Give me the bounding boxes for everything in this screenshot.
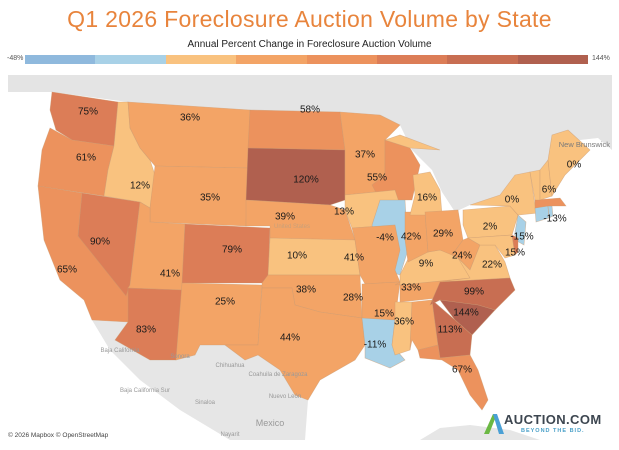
map-attribution[interactable]: © 2026 Mapbox © OpenStreetMap: [8, 432, 109, 439]
state-value-label-sd: 120%: [293, 175, 319, 186]
state-ma[interactable]: [534, 197, 567, 209]
state-value-label-ga: 113%: [438, 325, 463, 336]
basemap-label-coahuila: Coahuila de Zaragoza: [248, 372, 308, 378]
state-wy[interactable]: [149, 165, 249, 227]
state-value-label-sc: 144%: [453, 308, 479, 319]
state-value-label-nv: 90%: [90, 237, 110, 248]
state-value-label-vt: 6%: [542, 185, 557, 196]
state-value-label-md: 15%: [505, 248, 525, 259]
auction-com-logo: AUCTION.COM BEYOND THE BID.: [484, 410, 609, 440]
state-me[interactable]: [547, 129, 591, 197]
state-value-label-ca: 65%: [57, 265, 77, 276]
state-value-label-wi: 55%: [367, 173, 387, 184]
state-value-label-tx: 44%: [280, 333, 300, 344]
state-value-label-ks: 10%: [287, 251, 307, 262]
logo-mark-icon: [484, 414, 504, 434]
basemap-label-sinaloa: Sinaloa: [195, 400, 216, 406]
basemap-label-us: United States: [274, 224, 310, 230]
state-value-label-in: 42%: [401, 232, 421, 243]
state-value-label-me: 0%: [567, 160, 582, 171]
state-value-label-id: 12%: [130, 181, 150, 192]
state-value-label-ne: 39%: [275, 212, 295, 223]
legend-bin-1: [95, 55, 166, 64]
basemap-label-nayarit: Nayarit: [220, 432, 239, 438]
state-value-label-oh: 29%: [433, 229, 453, 240]
canada-landmass: [8, 75, 612, 212]
state-value-label-ia: 13%: [334, 207, 354, 218]
state-nj[interactable]: [514, 214, 527, 246]
basemap-label-mexico: Mexico: [256, 418, 285, 428]
state-value-label-ar: 28%: [343, 293, 363, 304]
state-mi[interactable]: [384, 134, 441, 151]
state-fl[interactable]: [417, 344, 489, 411]
legend-bin-0: [25, 55, 96, 64]
state-value-label-or: 61%: [76, 153, 96, 164]
state-nd[interactable]: [247, 109, 346, 151]
color-legend: [25, 55, 588, 64]
state-sd[interactable]: [245, 147, 346, 206]
mexico-landmass: [92, 320, 308, 440]
state-value-label-pa: 2%: [483, 222, 498, 233]
basemap-label-bcs: Baja California Sur: [120, 388, 170, 394]
legend-bin-5: [376, 55, 448, 64]
logo-tagline: BEYOND THE BID.: [521, 428, 585, 434]
basemap-label-chihuahua: Chihuahua: [215, 363, 245, 369]
basemap-label-sonora: Sonora: [170, 354, 190, 360]
basemap-label-nuevo-leon: Nuevo León: [269, 394, 301, 400]
state-value-label-ok: 38%: [296, 285, 316, 296]
state-value-label-tn: 33%: [401, 283, 421, 294]
legend-title: Annual Percent Change in Foreclosure Auc…: [187, 39, 432, 50]
state-value-label-va: 22%: [482, 260, 502, 271]
legend-min-label: -48%: [7, 55, 24, 62]
legend-max-label: 144%: [592, 55, 610, 62]
state-value-label-wa: 75%: [78, 107, 98, 118]
state-value-label-nd: 58%: [300, 105, 320, 116]
state-value-label-ny: 0%: [505, 195, 520, 206]
state-ms[interactable]: [391, 301, 413, 356]
legend-bin-3: [236, 55, 307, 64]
state-value-label-ky: 9%: [419, 259, 434, 270]
state-value-label-ut: 41%: [160, 269, 180, 280]
state-value-label-mi: 16%: [417, 193, 437, 204]
state-de[interactable]: [511, 234, 519, 256]
state-sc[interactable]: [439, 299, 496, 336]
state-value-label-fl: 67%: [452, 365, 472, 376]
state-value-label-la: -11%: [364, 340, 387, 351]
legend-bin-7: [517, 55, 588, 64]
state-value-label-az: 83%: [136, 325, 156, 336]
legend-bin-2: [165, 55, 237, 64]
cuba-landmass: [420, 425, 540, 440]
state-value-label-nm: 25%: [215, 297, 235, 308]
state-value-label-nj: -15%: [510, 232, 533, 243]
state-value-label-il: -4%: [376, 233, 394, 244]
state-tx[interactable]: [224, 287, 366, 401]
legend-bin-6: [447, 55, 518, 64]
state-value-label-al: 36%: [394, 317, 414, 328]
chart-title: Q1 2026 Foreclosure Auction Volume by St…: [67, 6, 552, 32]
logo-wordmark: AUCTION.COM: [504, 412, 602, 427]
state-value-label-mo: 41%: [344, 253, 364, 264]
basemap-label-new-brunswick: New Brunswick: [559, 140, 611, 149]
state-value-label-wy: 35%: [200, 193, 220, 204]
state-value-label-mt: 36%: [180, 113, 200, 124]
state-value-label-nc: 99%: [464, 287, 484, 298]
basemap-label-baja: Baja California: [100, 348, 140, 354]
state-value-label-mn: 37%: [355, 150, 375, 161]
state-value-label-ms: 15%: [374, 309, 394, 320]
state-value-label-ct: -13%: [543, 214, 566, 225]
legend-bin-4: [306, 55, 377, 64]
state-va[interactable]: [439, 244, 511, 283]
state-value-label-co: 79%: [222, 245, 242, 256]
state-value-label-wv: 24%: [452, 251, 472, 262]
